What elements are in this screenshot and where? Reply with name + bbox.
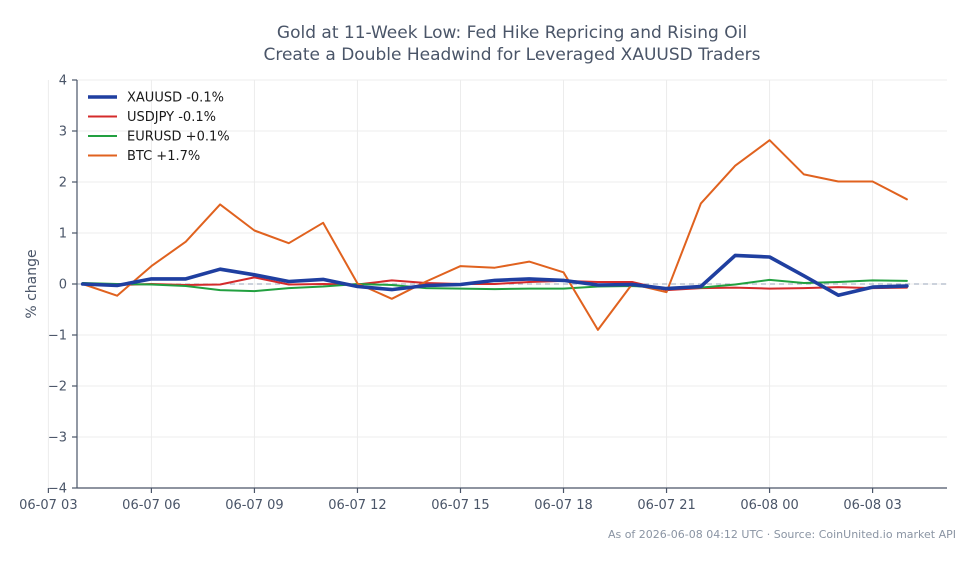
y-tick-label: −4 <box>48 482 67 497</box>
x-tick-label: 06-07 06 <box>122 498 180 513</box>
series-line-btc <box>81 139 908 331</box>
footer-source: As of 2026-06-08 04:12 UTC · Source: Coi… <box>608 528 956 541</box>
x-tick-label: 06-08 03 <box>843 498 901 513</box>
series-line-usdjpy <box>81 276 908 292</box>
x-tick-label: 06-08 00 <box>740 498 798 513</box>
x-tick-label: 06-07 03 <box>19 498 77 513</box>
y-tick-label: 3 <box>59 125 67 140</box>
x-tick-label: 06-07 18 <box>534 498 592 513</box>
legend-label-usdjpy: USDJPY -0.1% <box>127 110 216 125</box>
y-tick-label: 0 <box>59 278 67 293</box>
y-tick-label: −2 <box>48 380 67 395</box>
x-tick-label: 06-07 09 <box>225 498 283 513</box>
y-tick-label: 2 <box>59 176 67 191</box>
legend: XAUUSD -0.1% USDJPY -0.1% EURUSD +0.1% BTC … <box>88 91 230 164</box>
chart-title-line-1: Gold at 11-Week Low: Fed Hike Repricing … <box>277 23 747 43</box>
y-tick-label: 1 <box>59 227 67 242</box>
legend-label-eurusd: EURUSD +0.1% <box>127 130 230 145</box>
series-line-eurusd <box>81 278 908 293</box>
x-tick-label: 06-07 12 <box>328 498 386 513</box>
y-axis-label: % change <box>24 249 40 318</box>
series-lines <box>80 139 909 331</box>
series-line-xauusd <box>80 253 909 298</box>
legend-label-xauusd: XAUUSD -0.1% <box>127 91 224 106</box>
x-tick-label: 06-07 21 <box>637 498 695 513</box>
chart-title-line-2: Create a Double Headwind for Leveraged X… <box>263 45 760 65</box>
x-tick-label: 06-07 15 <box>431 498 489 513</box>
tick-labels: −4 −3 −2 −1 0 1 2 3 4 06-07 03 06-07 06 06-07 09 06-… <box>19 74 902 514</box>
axes <box>47 79 947 493</box>
y-tick-label: −1 <box>48 329 67 344</box>
y-tick-label: 4 <box>59 74 67 89</box>
legend-label-btc: BTC +1.7% <box>127 149 200 164</box>
y-tick-label: −3 <box>48 431 67 446</box>
